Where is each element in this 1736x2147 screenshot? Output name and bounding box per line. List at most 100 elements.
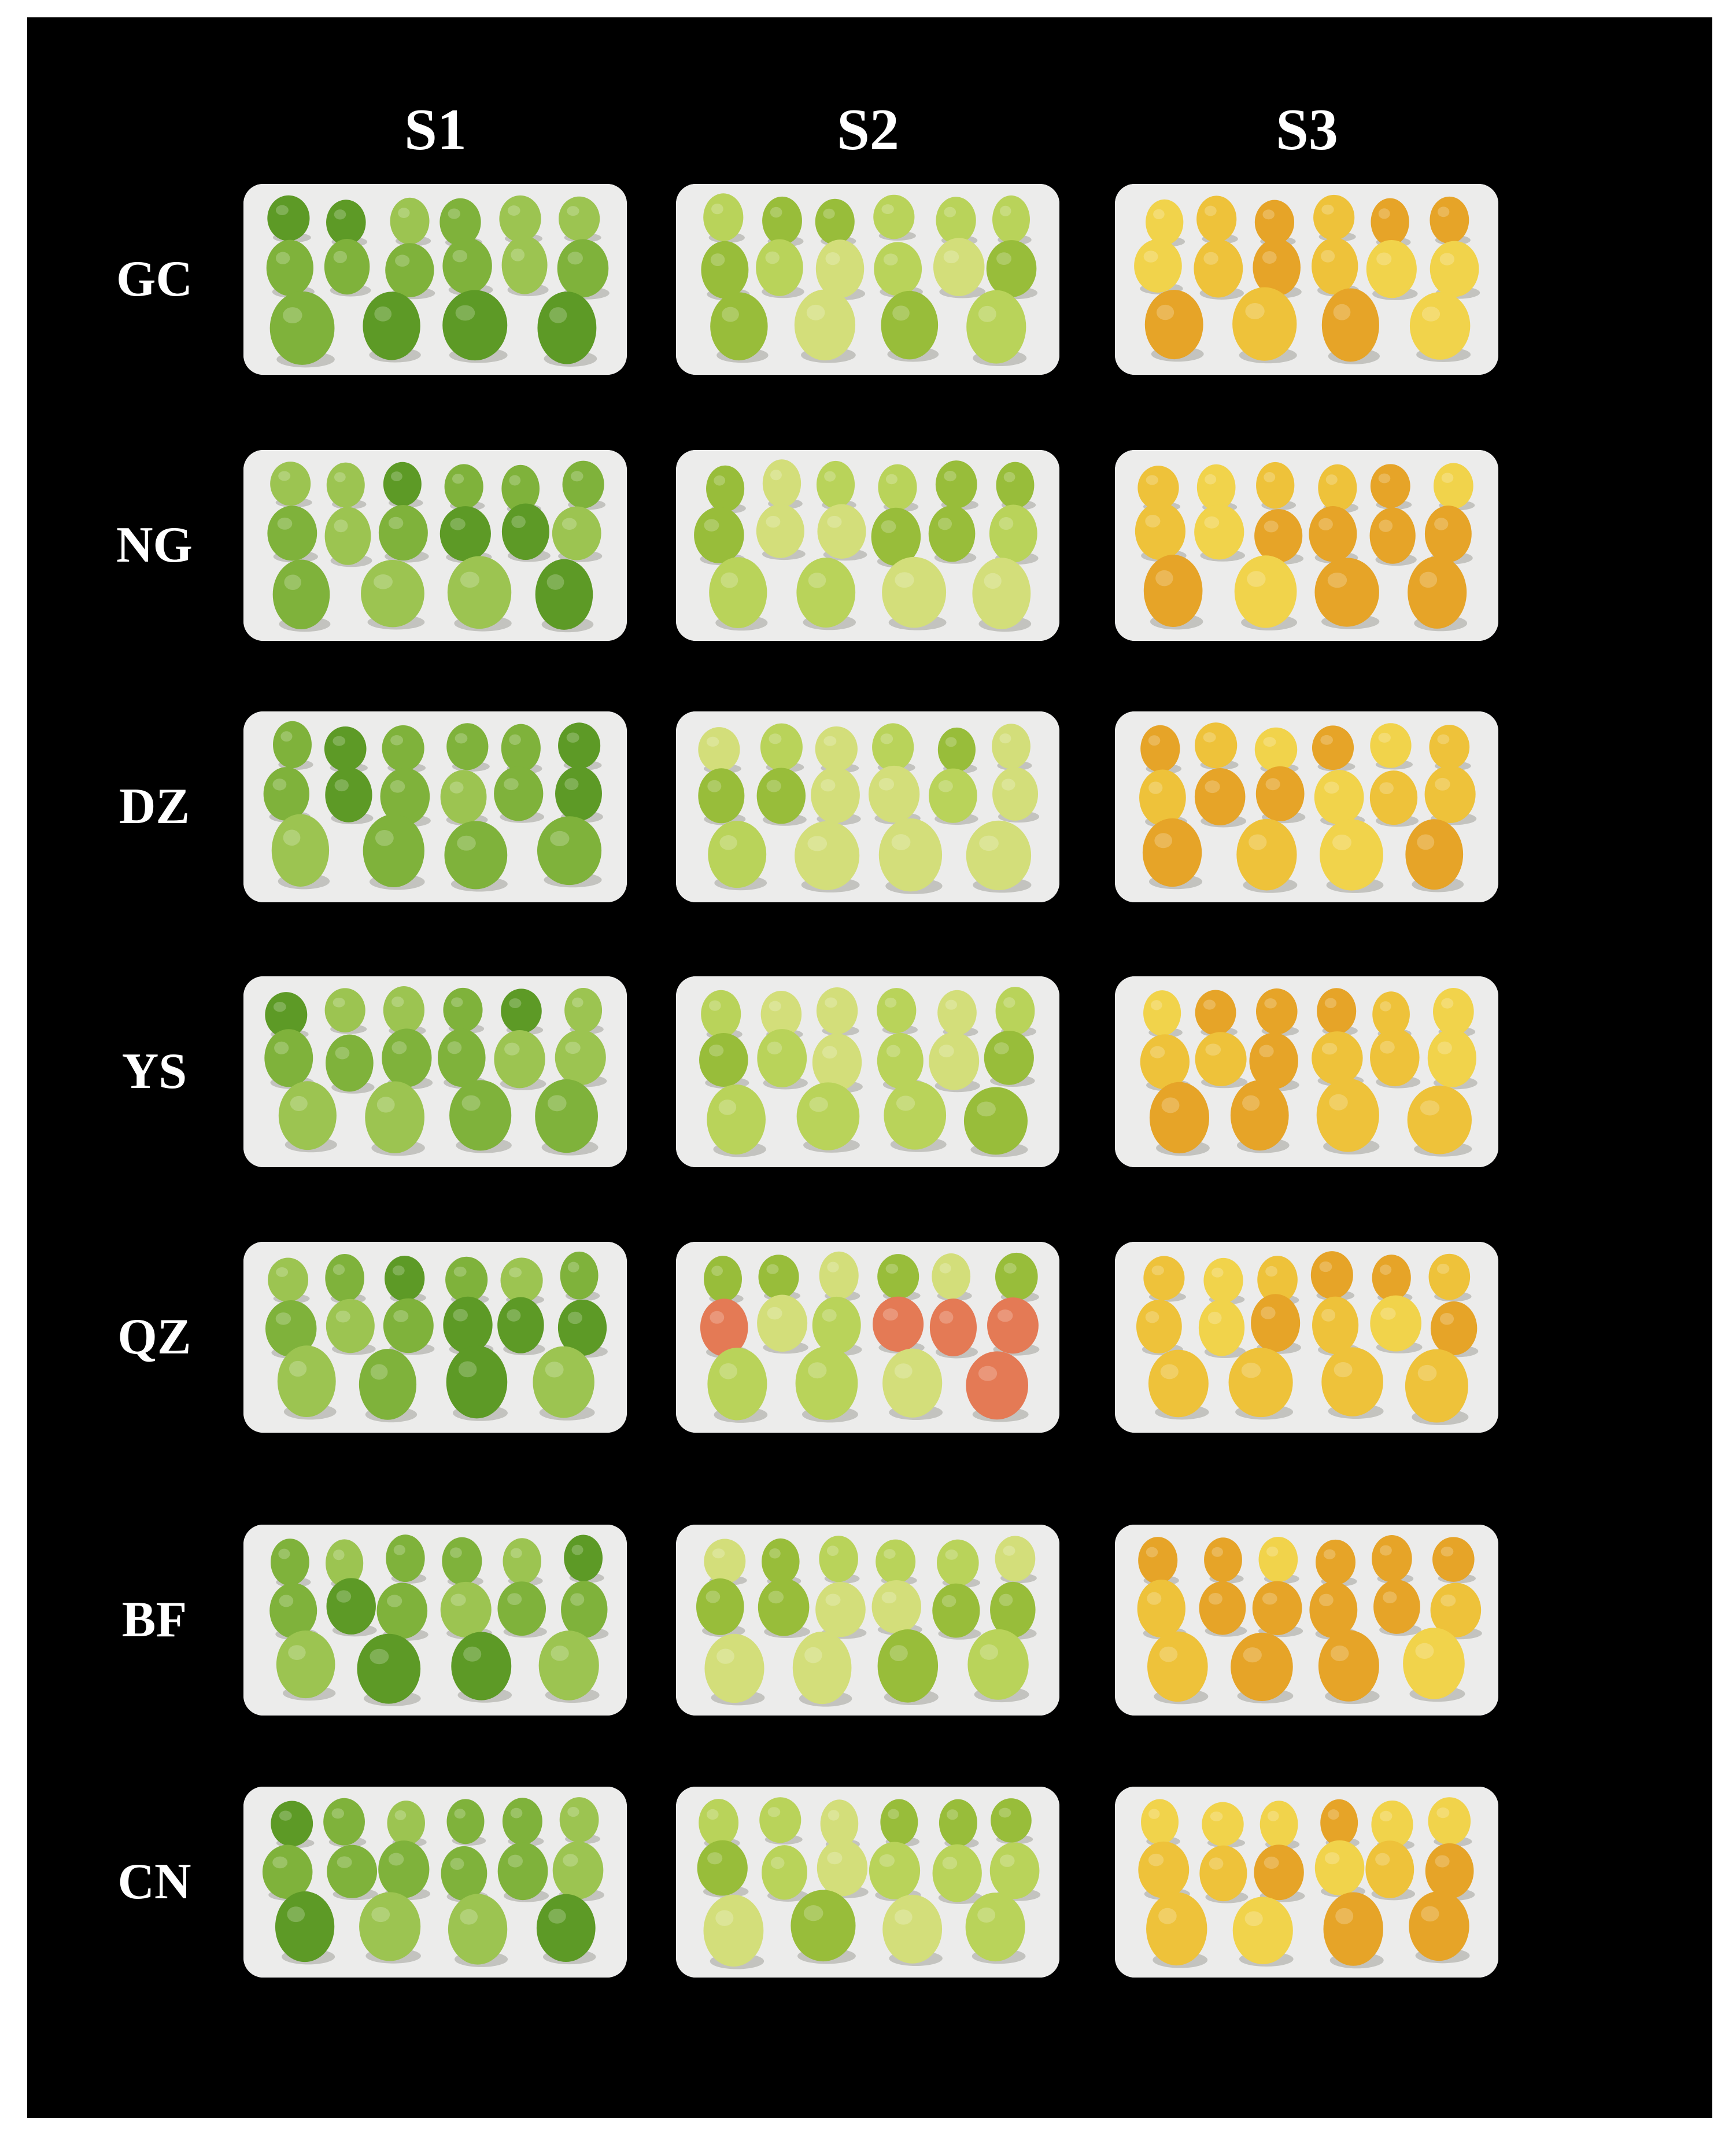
fruit — [357, 1633, 421, 1704]
fruit — [536, 1894, 596, 1962]
fruit — [451, 1632, 512, 1700]
fruit — [1371, 198, 1409, 246]
fruit — [758, 1255, 799, 1300]
fruit — [933, 238, 985, 297]
fruit — [992, 724, 1030, 769]
fruit — [1232, 287, 1297, 361]
fruit — [704, 1256, 742, 1303]
fruit — [1142, 818, 1202, 887]
fruit — [929, 1032, 980, 1090]
fruit — [552, 506, 601, 560]
fruit — [1255, 766, 1305, 821]
fruit — [937, 727, 976, 772]
fruit — [795, 821, 860, 890]
fruit — [812, 1296, 861, 1354]
fruit — [868, 765, 920, 823]
fruit — [694, 507, 744, 563]
fruit — [819, 1536, 858, 1582]
fruit-illustration — [1115, 450, 1498, 641]
fruit — [878, 464, 917, 511]
fruit — [269, 291, 335, 365]
fruit — [442, 1537, 482, 1585]
fruit — [497, 1842, 548, 1901]
row-header-qz: QZ — [117, 1309, 191, 1365]
fruit — [986, 240, 1037, 297]
row-header-ys: YS — [121, 1043, 187, 1100]
fruit — [494, 766, 544, 821]
fruit — [444, 821, 508, 890]
fruit — [1321, 1347, 1383, 1416]
fruit — [878, 818, 943, 892]
fruit — [502, 1798, 542, 1845]
fruit-photo-gc-s3 — [1115, 184, 1498, 375]
fruit — [501, 235, 548, 294]
fruit — [365, 1081, 424, 1153]
fruit — [1253, 238, 1301, 297]
fruit — [1427, 1028, 1476, 1087]
fruit — [1370, 1028, 1420, 1087]
fruit — [276, 1630, 335, 1699]
fruit — [703, 193, 744, 242]
fruit-illustration — [243, 1787, 627, 1978]
fruit-photo-bf-s3 — [1115, 1525, 1498, 1716]
fruit — [262, 1844, 313, 1899]
fruit — [557, 239, 609, 298]
fruit — [271, 814, 330, 887]
fruit — [561, 1581, 608, 1638]
fruit — [537, 292, 597, 364]
row-header-ng: NG — [116, 517, 193, 573]
fruit — [987, 1297, 1039, 1354]
fruit — [872, 723, 914, 772]
row-header-gc: GC — [116, 251, 193, 307]
fruit — [1370, 723, 1412, 768]
fruit — [324, 988, 365, 1032]
fruit — [700, 1298, 748, 1357]
fruit — [873, 194, 915, 239]
fruit — [383, 462, 422, 507]
fruit — [1366, 239, 1417, 298]
fruit — [501, 724, 541, 773]
fruit — [762, 196, 802, 245]
fruit — [1372, 1255, 1411, 1301]
fruit — [390, 197, 430, 245]
fruit — [762, 459, 801, 508]
fruit — [796, 558, 856, 628]
fruit — [1194, 722, 1238, 769]
fruit — [1199, 1581, 1246, 1635]
fruit — [564, 987, 603, 1033]
fruit-photo-ng-s2 — [676, 450, 1059, 641]
fruit — [1430, 1301, 1478, 1356]
fruit — [447, 556, 512, 629]
fruit-photo-gc-s2 — [676, 184, 1059, 375]
fruit — [873, 1296, 924, 1352]
fruit — [1312, 237, 1358, 295]
fruit — [1204, 1537, 1242, 1582]
fruit — [359, 1349, 417, 1420]
fruit — [699, 1799, 739, 1847]
fruit — [324, 726, 367, 772]
row-header-cn: CN — [117, 1854, 191, 1910]
fruit — [552, 1841, 604, 1899]
fruit — [501, 464, 540, 512]
fruit — [1405, 1349, 1468, 1423]
fruit — [877, 1629, 939, 1703]
fruit — [1251, 1294, 1301, 1352]
fruit — [1194, 504, 1244, 560]
fruit — [995, 1252, 1038, 1301]
fruit — [1318, 464, 1357, 512]
fruit — [555, 1030, 606, 1086]
fruit-illustration — [243, 1242, 627, 1433]
fruit — [1425, 1843, 1474, 1899]
fruit — [1321, 288, 1379, 362]
fruit — [275, 1891, 335, 1962]
fruit — [1254, 1844, 1304, 1901]
fruit — [326, 1578, 376, 1635]
fruit — [501, 988, 542, 1034]
fruit — [932, 1844, 982, 1902]
fruit — [698, 768, 745, 824]
fruit — [268, 1257, 309, 1302]
fruit — [1430, 1582, 1482, 1637]
fruit — [1140, 1034, 1190, 1090]
fruit-illustration — [1115, 711, 1498, 902]
fruit — [966, 290, 1026, 364]
